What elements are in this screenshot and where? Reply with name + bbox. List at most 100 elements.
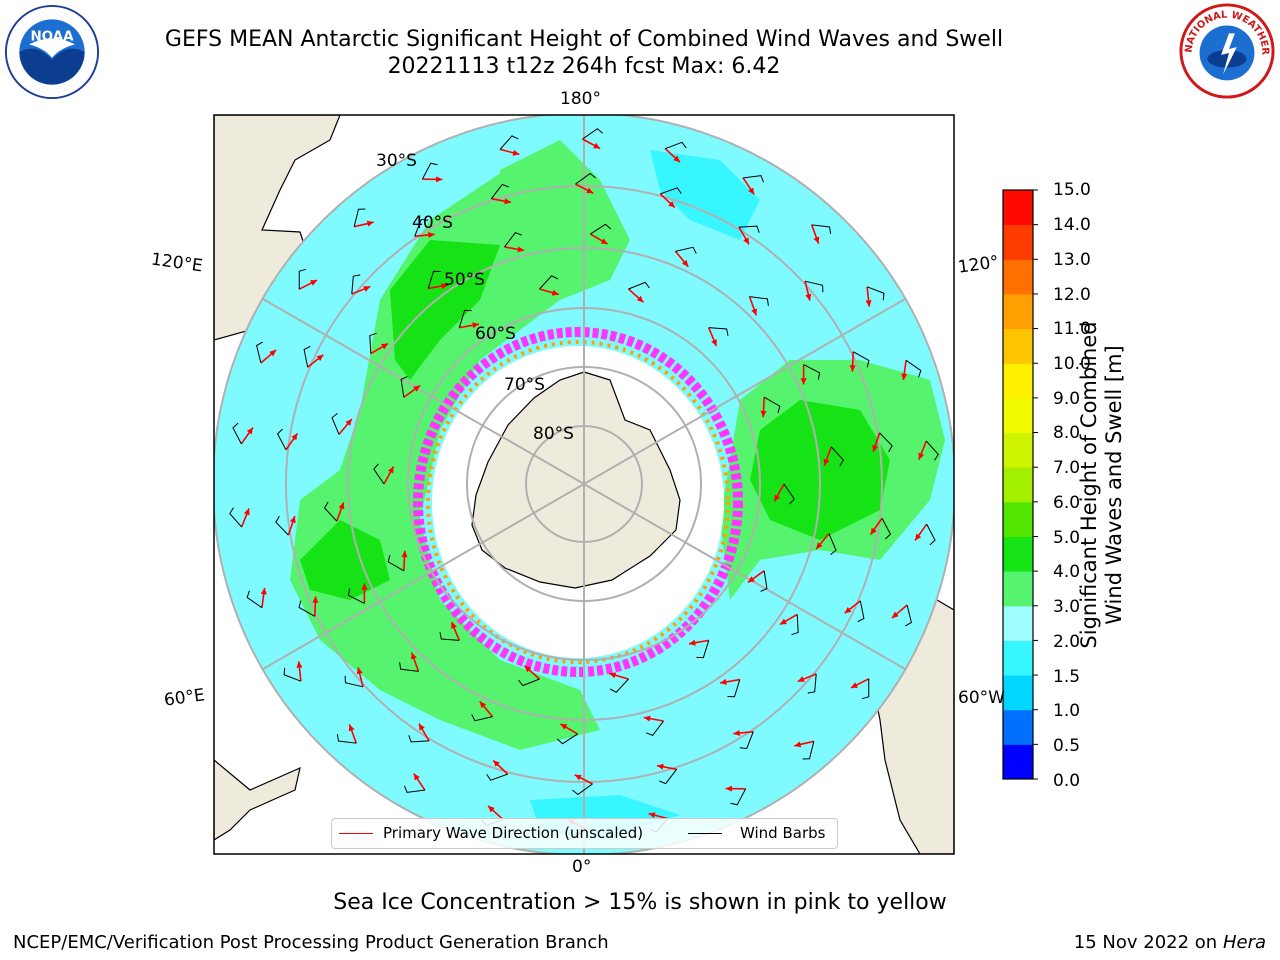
wave-arrow-head bbox=[688, 639, 696, 646]
wind-barb bbox=[675, 246, 697, 254]
wave-arrow-head bbox=[760, 410, 767, 418]
lat-label-40s: 40°S bbox=[412, 213, 453, 233]
wind-barb bbox=[730, 788, 747, 806]
wave-arrow-head bbox=[493, 760, 500, 767]
wave-arrow-head bbox=[872, 444, 879, 452]
wave-arrow-head bbox=[593, 142, 601, 149]
wave-arrow-head bbox=[673, 155, 680, 163]
wave-arrow-head bbox=[312, 596, 319, 603]
wave-arrow-head bbox=[413, 773, 420, 781]
colorbar-frame bbox=[1002, 189, 1034, 780]
lon-label-0: 0° bbox=[572, 857, 592, 877]
colorbar-label-line2: Wind Waves and Swell [m] bbox=[1102, 345, 1126, 625]
colorbar-segment bbox=[1003, 397, 1033, 434]
green-region-south-indian bbox=[290, 150, 620, 750]
credit-text: NCEP/EMC/Verification Post Processing Pr… bbox=[13, 932, 609, 953]
wave-arrow-head bbox=[387, 466, 394, 474]
wind-barb bbox=[499, 135, 519, 150]
colorbar-segment bbox=[1003, 640, 1033, 676]
wind-barb bbox=[403, 785, 426, 793]
wind-barb bbox=[283, 667, 302, 682]
wave-arrow-head bbox=[797, 676, 805, 682]
wave-arrow-head bbox=[524, 665, 532, 673]
colorbar-label-line1: Significant Height of Combined bbox=[1077, 321, 1101, 649]
colorbar-tick: 11.0 bbox=[1053, 319, 1091, 339]
colorbar-segment bbox=[1003, 605, 1033, 641]
wind-barb bbox=[246, 590, 263, 609]
wind-barb bbox=[276, 428, 287, 450]
chart-subtitle: 20221113 t12z 264h fcst Max: 6.42 bbox=[387, 54, 781, 79]
lon-label-180: 180° bbox=[560, 89, 601, 109]
lon-label-60w: 60°W bbox=[958, 688, 1005, 708]
wind-barb bbox=[414, 219, 429, 237]
wave-arrow-head bbox=[410, 652, 417, 660]
wave-arrow-head bbox=[657, 763, 664, 770]
wave-arrow-head bbox=[600, 238, 608, 245]
wind-barb bbox=[742, 175, 765, 183]
wave-arrow-head bbox=[800, 378, 807, 385]
wave-arrow-head bbox=[725, 785, 732, 792]
wind-barb bbox=[298, 268, 307, 290]
wind-barb bbox=[421, 162, 438, 180]
wave-arrow-head bbox=[363, 286, 371, 292]
lat-label-30s: 30°S bbox=[376, 151, 417, 171]
wind-barb bbox=[905, 604, 912, 627]
colorbar-tick: 13.0 bbox=[1053, 250, 1091, 270]
noaa-logo-text: NOAA bbox=[30, 29, 74, 44]
wave-arrow-head bbox=[451, 621, 457, 629]
wind-barb bbox=[486, 773, 508, 781]
colorbar-segment bbox=[1003, 224, 1033, 260]
wave-arrow-head bbox=[345, 419, 352, 426]
wave-arrow-head bbox=[551, 289, 559, 296]
wave-arrow-head bbox=[805, 293, 812, 301]
wave-arrow-head bbox=[269, 349, 277, 357]
wave-arrow-head bbox=[418, 723, 425, 731]
wave-arrow-head bbox=[901, 373, 908, 381]
wave-arrow-head bbox=[918, 452, 925, 460]
colorbar-segment bbox=[1003, 259, 1033, 295]
wave-arrow-head bbox=[361, 583, 368, 590]
wind-barb bbox=[645, 720, 664, 736]
wind-barb bbox=[807, 673, 817, 694]
wave-arrow-head bbox=[747, 576, 755, 583]
wave-direction-swatch bbox=[339, 833, 373, 834]
colorbar-tick: 0.5 bbox=[1053, 736, 1081, 756]
wave-arrow-head bbox=[668, 201, 675, 208]
sea-ice-note: Sea Ice Concentration > 15% is shown in … bbox=[333, 890, 947, 915]
colorbar-tick: 2.0 bbox=[1053, 632, 1081, 652]
colorbar-segment bbox=[1003, 675, 1033, 711]
wave-arrow-head bbox=[586, 187, 594, 194]
wave-arrow-head bbox=[472, 322, 480, 329]
wave-arrow-head bbox=[574, 774, 582, 781]
wind-barb bbox=[664, 141, 687, 150]
colorbar-tick: 5.0 bbox=[1053, 528, 1081, 548]
wind-barb bbox=[427, 270, 441, 289]
wind-barb bbox=[783, 483, 795, 505]
wind-barb bbox=[399, 662, 419, 672]
wind-barb bbox=[439, 632, 460, 641]
wave-arrow-head bbox=[743, 237, 750, 245]
wave-arrow-head bbox=[609, 672, 617, 679]
wind-barb bbox=[323, 501, 338, 522]
wave-arrow-head bbox=[289, 516, 296, 524]
wind-barb bbox=[539, 275, 559, 290]
wave-arrow-head bbox=[816, 542, 823, 549]
wave-arrow-head bbox=[844, 606, 852, 614]
wave-arrow-head bbox=[794, 741, 802, 748]
colorbar-tick: 1.5 bbox=[1053, 667, 1081, 687]
wave-arrow-head bbox=[441, 283, 448, 290]
wind-barb bbox=[802, 741, 815, 760]
colorbar-segment bbox=[1003, 432, 1033, 468]
colorbar-segment bbox=[1003, 293, 1033, 330]
colorbar-tick: 9.0 bbox=[1053, 389, 1081, 409]
wave-arrow-head bbox=[436, 176, 443, 183]
colorbar-tick: 1.0 bbox=[1053, 701, 1081, 721]
wind-barb bbox=[590, 223, 612, 235]
wind-barb bbox=[400, 376, 408, 398]
wind-barb bbox=[229, 507, 243, 528]
colorbar-segment bbox=[1003, 190, 1033, 226]
wind-barb bbox=[387, 554, 405, 572]
noaa-logo: NOAA bbox=[4, 4, 100, 100]
wave-arrow-head bbox=[310, 280, 318, 286]
